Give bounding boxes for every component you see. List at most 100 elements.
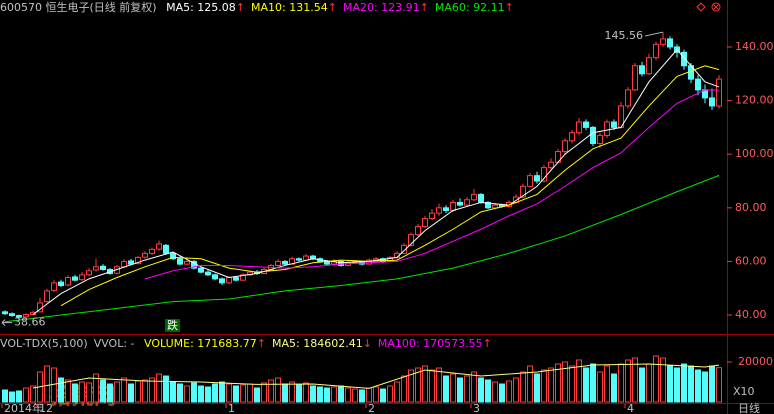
candle-body [149, 248, 155, 254]
volume-bar [240, 384, 246, 403]
candle-body [338, 260, 344, 266]
candle-body [296, 258, 302, 261]
volume-bar [499, 383, 505, 403]
candle-body [198, 267, 204, 273]
candle-body [646, 57, 652, 75]
volume-bar [282, 383, 288, 403]
price-header: 600570 恒生电子(日线 前复权) MA5: 125.08↑ MA10: 13… [0, 1, 520, 14]
volume-bar [142, 379, 148, 403]
ma-line [144, 89, 720, 280]
volume-bar [226, 383, 232, 403]
volume-bar [359, 389, 365, 403]
unit-label: X10 [733, 385, 755, 398]
legend-entry: MA20: 123.91 [342, 1, 420, 14]
volume-bar [100, 379, 106, 403]
candle-body [436, 207, 442, 214]
candle-body [86, 270, 92, 276]
volume-bar [23, 387, 29, 403]
volume-bar [569, 365, 575, 403]
candle-body [23, 314, 29, 318]
legend-trend: ↑ [504, 1, 514, 14]
candle-body [695, 78, 701, 91]
candle-body [303, 255, 309, 261]
volume-bar [688, 365, 694, 403]
legend-trend: ↓ [362, 337, 372, 350]
candle-body [709, 97, 715, 107]
candle-body [233, 277, 239, 281]
candle-body [541, 167, 547, 182]
candle-body [184, 260, 190, 265]
y-tick-label: 140.00 [735, 40, 774, 53]
window-icons[interactable] [696, 2, 721, 12]
volume-bar [576, 359, 582, 403]
volume-bar [324, 387, 330, 403]
candle-body [471, 193, 477, 201]
candle-body [429, 212, 435, 220]
candle-body [205, 271, 211, 276]
candle-body [135, 256, 141, 265]
volume-bar [422, 365, 428, 403]
volume-bar [632, 357, 638, 403]
candle-body [548, 161, 554, 169]
volume-bar [506, 380, 512, 403]
volume-bar [583, 367, 589, 403]
volume-bar [247, 383, 253, 403]
volume-bar [79, 381, 85, 403]
ma-line [32, 48, 720, 315]
volume-bar [443, 375, 449, 403]
volume-subtitle: VVOL: - [93, 337, 135, 350]
candle-body [16, 315, 22, 318]
volume-bar [464, 375, 470, 403]
candle-body [562, 140, 568, 153]
volume-bar [681, 363, 687, 403]
volume-bar [429, 369, 435, 403]
candle-body [401, 244, 407, 254]
volume-bar [695, 369, 701, 403]
volume-bar [156, 373, 162, 403]
volume-bar [65, 379, 71, 403]
low-label: 38.66 [14, 316, 46, 329]
volume-bar [415, 367, 421, 403]
signal-text: 跌 [167, 318, 178, 332]
volume-bar [345, 387, 351, 403]
candle-body [128, 260, 134, 265]
candle-body [282, 260, 288, 265]
volume-bar [639, 367, 645, 403]
volume-bar [436, 367, 442, 403]
volume-bar [450, 373, 456, 403]
volume-bar [597, 371, 603, 403]
candle-body [72, 276, 78, 281]
candle-body [681, 51, 687, 67]
candle-body [590, 126, 596, 144]
candle-body [632, 65, 638, 91]
legend-trend: ↑ [482, 337, 492, 350]
candle-body [520, 185, 526, 198]
y-tick-label: 120.00 [735, 94, 774, 107]
candle-body [79, 274, 85, 281]
period-label[interactable]: 日线 [738, 401, 760, 414]
candle-body [219, 278, 225, 284]
volume-bar [184, 385, 190, 403]
candle-body [65, 277, 71, 286]
volume-bar [667, 365, 673, 403]
legend-entry: MA60: 92.11 [434, 1, 505, 14]
candle-body [121, 260, 127, 268]
volume-bar [562, 361, 568, 403]
x-tick-label: 3 [473, 402, 480, 414]
candle-body [611, 121, 617, 128]
x-tick-label: 2 [368, 402, 375, 414]
candle-body [170, 252, 176, 260]
x-tick-label: 12 [39, 402, 53, 414]
y-tick-label: 60.00 [735, 254, 767, 267]
legend-trend: ↑ [327, 1, 337, 14]
candle-body [639, 65, 645, 75]
volume-bar [254, 387, 260, 403]
volume-bar [520, 371, 526, 403]
legend-entry: MA10: 131.54 [251, 1, 328, 14]
volume-bar [212, 383, 218, 403]
legend-entry: MA5: 125.08 [166, 1, 236, 14]
candle-body [716, 78, 722, 107]
volume-bar [44, 365, 50, 403]
volume-bar [555, 363, 561, 403]
candle-body [2, 311, 8, 315]
